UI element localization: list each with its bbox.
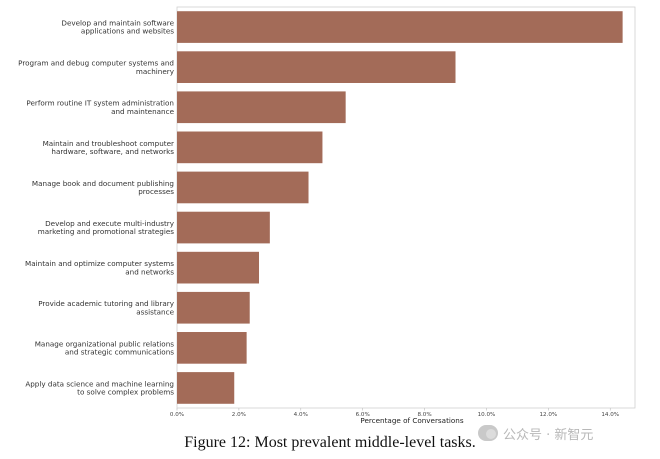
x-tick-label-7: 14.0% [601,412,619,418]
category-label-line: Manage organizational public relations [35,339,175,348]
x-tick-label-6: 12.0% [539,412,557,418]
category-label-line: and strategic communications [65,347,174,356]
category-label-7: Maintain and optimize computer systems an… [25,259,174,276]
bar-2 [177,51,456,83]
plot-frame [176,6,636,409]
category-label-line: assistance [136,307,174,316]
figure-caption: Figure 12: Most prevalent middle-level t… [184,434,476,451]
category-labels: Develop and maintain software application… [18,18,175,396]
category-label-line: Maintain and troubleshoot computer [43,139,174,148]
category-label-1: Develop and maintain software application… [61,18,174,35]
bar-8 [177,291,250,324]
x-axis: 0.0% 2.0% 4.0% 6.0% 8.0% 10.0% 12.0% 14.0% [170,408,619,418]
x-axis-title: Percentage of Conversations [360,416,463,425]
bar-5 [177,171,309,204]
category-label-6: Develop and execute multi-industry market… [38,219,175,236]
category-label-10: Apply data science and machine learning t… [25,379,174,396]
watermark: 公众号 · 新智元 [478,422,658,444]
watermark-text: 公众号 · 新智元 [503,427,594,443]
category-label-line: and maintenance [111,107,174,116]
category-label-line: Manage book and document publishing [32,179,174,188]
category-label-line: marketing and promotional strategies [38,227,174,236]
category-label-line: Apply data science and machine learning [25,379,174,388]
bar-6 [177,211,270,244]
bar-1 [177,11,623,43]
category-label-3: Perform routine IT system administration… [26,99,174,116]
bar-3 [177,91,346,124]
bar-10 [177,372,235,404]
category-label-line: hardware, software, and networks [51,147,174,156]
wechat-icon [478,425,498,441]
category-label-line: Provide academic tutoring and library [38,299,175,308]
bar-4 [177,131,323,164]
bars-group [177,11,623,404]
x-tick-label-5: 10.0% [478,412,496,418]
category-label-4: Maintain and troubleshoot computer hardwa… [43,139,175,156]
category-label-line: Program and debug computer systems and [18,59,174,68]
category-label-line: to solve complex problems [77,388,174,397]
category-label-line: applications and websites [81,27,174,36]
x-tick-label-4: 8.0% [417,412,431,418]
x-tick-label-2: 4.0% [294,412,308,418]
category-label-line: Maintain and optimize computer systems [25,259,174,268]
category-label-line: Perform routine IT system administration [26,99,174,108]
bar-7 [177,251,260,284]
category-label-line: and networks [125,267,174,276]
category-label-2: Program and debug computer systems and ma… [18,59,175,76]
category-label-line: processes [138,187,174,196]
category-label-9: Manage organizational public relations an… [35,339,175,356]
x-tick-label-0: 0.0% [170,412,184,418]
category-label-8: Provide academic tutoring and library ass… [38,299,175,316]
x-tick-label-3: 6.0% [356,412,370,418]
category-label-line: Develop and execute multi-industry [45,219,175,228]
category-label-line: Develop and maintain software [61,18,174,27]
x-tick-label-1: 2.0% [232,412,246,418]
bar-9 [177,332,247,364]
category-label-5: Manage book and document publishing proce… [32,179,174,196]
category-label-line: machinery [136,67,175,76]
